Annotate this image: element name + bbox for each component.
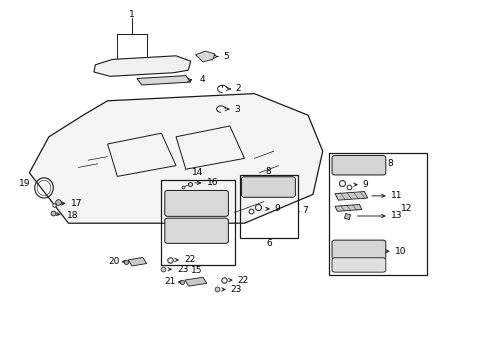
Text: 2: 2 <box>235 85 241 94</box>
FancyBboxPatch shape <box>164 190 228 216</box>
Text: 11: 11 <box>390 192 402 200</box>
Polygon shape <box>195 51 215 62</box>
Text: 20: 20 <box>108 257 119 266</box>
Text: 15: 15 <box>190 266 202 275</box>
Text: 19: 19 <box>19 179 31 188</box>
Polygon shape <box>184 277 206 286</box>
FancyBboxPatch shape <box>241 177 295 197</box>
Text: 9: 9 <box>274 204 280 213</box>
Text: 16: 16 <box>206 178 218 187</box>
Text: 5: 5 <box>223 52 229 61</box>
Text: 8: 8 <box>264 167 270 176</box>
Bar <box>161 180 234 265</box>
Text: 13: 13 <box>390 211 402 220</box>
Polygon shape <box>29 94 322 223</box>
Polygon shape <box>334 204 361 211</box>
FancyBboxPatch shape <box>331 258 385 272</box>
FancyBboxPatch shape <box>331 156 385 175</box>
Text: 9: 9 <box>362 180 368 189</box>
Text: 18: 18 <box>66 211 78 220</box>
Text: 22: 22 <box>183 256 195 264</box>
Bar <box>239 175 298 238</box>
Text: 23: 23 <box>177 265 188 274</box>
Text: 23: 23 <box>230 285 242 294</box>
FancyBboxPatch shape <box>164 218 228 243</box>
Text: 4: 4 <box>199 76 205 85</box>
Text: 7: 7 <box>302 206 307 215</box>
Text: 12: 12 <box>400 204 411 213</box>
Text: 10: 10 <box>394 247 406 256</box>
Polygon shape <box>128 257 146 266</box>
Text: 3: 3 <box>234 104 240 114</box>
FancyBboxPatch shape <box>331 240 385 260</box>
Polygon shape <box>94 56 190 76</box>
Text: 14: 14 <box>191 168 203 177</box>
Polygon shape <box>137 76 190 85</box>
Text: 8: 8 <box>387 159 393 168</box>
Bar <box>328 153 426 275</box>
Text: 1: 1 <box>129 10 135 19</box>
Text: 21: 21 <box>164 277 175 287</box>
Text: 17: 17 <box>71 199 82 208</box>
Text: 6: 6 <box>265 239 271 248</box>
Text: 22: 22 <box>237 276 248 284</box>
Polygon shape <box>334 192 367 200</box>
